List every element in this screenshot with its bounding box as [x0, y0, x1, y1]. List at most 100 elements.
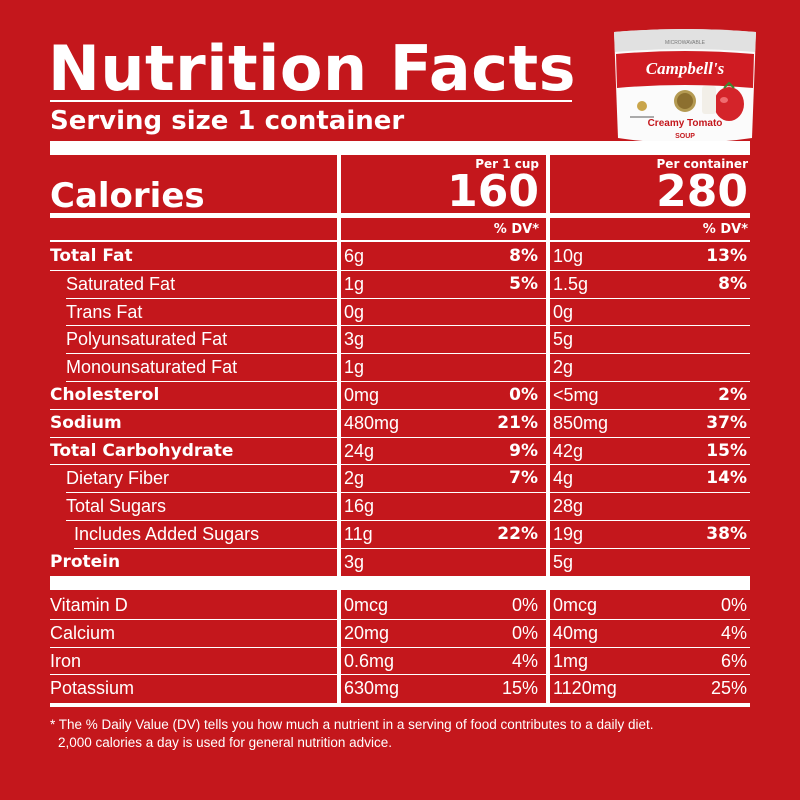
nutrient-name: Total Fat: [50, 246, 133, 266]
row-divider: [50, 646, 750, 648]
col2-dv: 6%: [720, 650, 747, 671]
nutrient-row: Saturated Fat 1g 5% 1.5g 8%: [50, 271, 750, 298]
nutrient-name: Trans Fat: [66, 301, 143, 322]
product-name: Creamy Tomato: [648, 118, 723, 129]
col1-amount: 20mg: [344, 622, 390, 643]
col1-dv: 8%: [509, 246, 538, 266]
col2-dv: 4%: [720, 622, 747, 643]
nutrient-row: Includes Added Sugars 11g 22% 19g 38%: [50, 521, 750, 548]
nutrient-name: Saturated Fat: [66, 273, 176, 294]
col1-dv: 9%: [509, 440, 538, 461]
column-divider-1: [337, 155, 341, 703]
product-type: SOUP: [675, 133, 695, 140]
soup-container-icon: MICROWAVABLE Campbell's Creamy Tomato SO…: [614, 29, 756, 143]
col2-amount: 4g: [553, 468, 574, 489]
col2-amount: 42g: [553, 440, 584, 461]
vitamin-thick-rule: [50, 576, 750, 590]
col2-calories: 280: [656, 166, 748, 217]
col1-dv: 0%: [511, 595, 538, 615]
col1-dv-heading: % DV*: [493, 222, 539, 237]
micronutrient-row: Calcium 20mg 0% 40mg 4%: [50, 620, 750, 647]
nutrient-row: Total Fat 6g 8% 10g 13%: [50, 243, 750, 270]
nutrient-name: Includes Added Sugars: [74, 524, 260, 544]
nutrient-row: Polyunsaturated Fat 3g 5g: [50, 326, 750, 353]
product-brand: Campbell's: [646, 59, 725, 78]
nutrient-row: Protein 3g 5g: [50, 549, 750, 576]
col2-amount: 0g: [553, 301, 574, 322]
col2-dv: 38%: [706, 524, 747, 544]
col1-amount: 0mcg: [344, 595, 389, 615]
col2-dv: 15%: [706, 440, 747, 461]
col2-heading: Per container: [656, 157, 748, 171]
footer-rule: [50, 703, 750, 707]
calories-thick-rule: [50, 213, 750, 218]
row-divider: [66, 520, 750, 521]
col1-amount: 11g: [344, 524, 373, 544]
calories-label: Calories: [50, 176, 205, 216]
col2-amount: 1mg: [553, 650, 589, 671]
nutrient-row: Sodium 480mg 21% 850mg 37%: [50, 410, 750, 437]
col1-amount: 3g: [344, 329, 365, 350]
col2-dv: 0%: [720, 595, 747, 615]
col2-dv: 2%: [718, 385, 747, 405]
col1-amount: 2g: [344, 468, 365, 489]
col1-amount: 24g: [344, 440, 375, 461]
row-divider: [50, 618, 750, 620]
row-divider: [74, 547, 750, 549]
col1-dv: 5%: [509, 273, 538, 294]
footnote-line-2: 2,000 calories a day is used for general…: [58, 735, 392, 750]
col2-amount: 40mg: [553, 622, 599, 643]
col2-amount: 850mg: [553, 412, 609, 433]
row-divider: [50, 464, 750, 466]
row-divider: [66, 325, 750, 327]
footnote-line-1: * The % Daily Value (DV) tells you how m…: [50, 717, 654, 732]
col2-amount: <5mg: [553, 385, 599, 405]
col2-amount: 1120mg: [553, 678, 617, 699]
col2-amount: 5g: [553, 329, 574, 350]
col1-calories: 160: [447, 166, 539, 217]
serving-size: Serving size 1 container: [50, 106, 405, 136]
col1-dv: 21%: [497, 412, 538, 433]
nutrient-row: Cholesterol 0mg 0% <5mg 2%: [50, 382, 750, 409]
col1-amount: 3g: [344, 551, 365, 572]
header-thick-rule: [50, 141, 750, 155]
col2-dv: 8%: [718, 273, 747, 294]
nutrient-name: Monounsaturated Fat: [66, 357, 238, 378]
row-divider: [50, 408, 750, 410]
product-image: MICROWAVABLE Campbell's Creamy Tomato SO…: [612, 26, 758, 148]
nutrient-row: Dietary Fiber 2g 7% 4g 14%: [50, 465, 750, 492]
nutrient-row: Trans Fat 0g 0g: [50, 299, 750, 326]
col1-dv: 22%: [497, 524, 538, 544]
micronutrient-row: Vitamin D 0mcg 0% 0mcg 0%: [50, 592, 750, 619]
column-divider-2: [546, 155, 550, 703]
col2-amount: 0mcg: [553, 595, 598, 615]
row-divider: [50, 436, 750, 438]
col1-amount: 0.6mg: [344, 650, 395, 671]
footnote: * The % Daily Value (DV) tells you how m…: [50, 716, 750, 752]
col1-amount: 1g: [344, 357, 365, 378]
nutrient-name: Dietary Fiber: [66, 468, 170, 489]
nutrient-name: Sodium: [50, 412, 122, 433]
nutrient-name: Potassium: [50, 678, 135, 699]
nutrient-row: Total Carbohydrate 24g 9% 42g 15%: [50, 438, 750, 465]
nutrient-name: Total Sugars: [66, 496, 167, 517]
nutrient-name: Vitamin D: [50, 595, 128, 615]
col1-amount: 1g: [344, 273, 365, 294]
label-title: Nutrition Facts: [48, 32, 577, 105]
row-divider: [66, 492, 750, 494]
col2-amount: 28g: [553, 496, 584, 517]
col1-dv: 15%: [501, 678, 538, 699]
col1-amount: 6g: [344, 246, 365, 266]
nutrient-name: Cholesterol: [50, 385, 160, 405]
nutrient-name: Total Carbohydrate: [50, 440, 234, 461]
nutrient-name: Calcium: [50, 622, 116, 643]
title-underline: [50, 100, 572, 102]
micronutrient-row: Iron 0.6mg 4% 1mg 6%: [50, 648, 750, 675]
col1-amount: 0g: [344, 301, 365, 322]
row-divider: [66, 353, 750, 355]
nutrient-row: Total Sugars 16g 28g: [50, 493, 750, 520]
col2-amount: 10g: [553, 246, 584, 266]
product-top-label: MICROWAVABLE: [665, 40, 706, 46]
col1-dv: 7%: [509, 468, 538, 489]
row-divider: [66, 297, 750, 299]
